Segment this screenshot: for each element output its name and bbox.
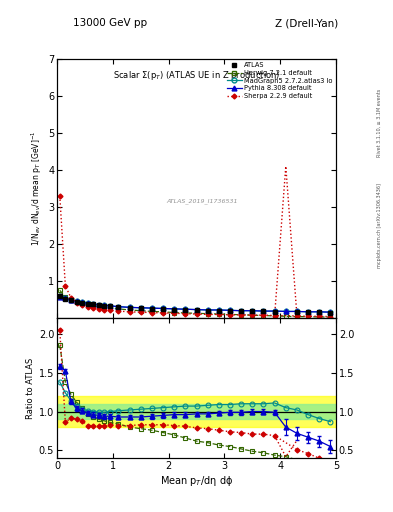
Text: mcplots.cern.ch [arXiv:1306.3436]: mcplots.cern.ch [arXiv:1306.3436] — [377, 183, 382, 268]
X-axis label: Mean p$_T$/dη dϕ: Mean p$_T$/dη dϕ — [160, 474, 233, 488]
Text: ATLAS_2019_I1736531: ATLAS_2019_I1736531 — [166, 199, 238, 204]
Text: 13000 GeV pp: 13000 GeV pp — [73, 18, 147, 28]
Text: Rivet 3.1.10, ≥ 3.1M events: Rivet 3.1.10, ≥ 3.1M events — [377, 89, 382, 157]
Legend: ATLAS, Herwig 7.2.1 default, MadGraph5 2.7.2.atlas3 lo, Pythia 8.308 default, Sh: ATLAS, Herwig 7.2.1 default, MadGraph5 2… — [226, 61, 334, 100]
Text: Scalar Σ(p$_T$) (ATLAS UE in Z production): Scalar Σ(p$_T$) (ATLAS UE in Z productio… — [113, 69, 280, 82]
Y-axis label: 1/N$_{ev}$ dN$_{ev}$/d mean p$_T$ [GeV]$^{-1}$: 1/N$_{ev}$ dN$_{ev}$/d mean p$_T$ [GeV]$… — [29, 131, 44, 246]
Y-axis label: Ratio to ATLAS: Ratio to ATLAS — [26, 357, 35, 419]
Text: Z (Drell-Yan): Z (Drell-Yan) — [275, 18, 338, 28]
